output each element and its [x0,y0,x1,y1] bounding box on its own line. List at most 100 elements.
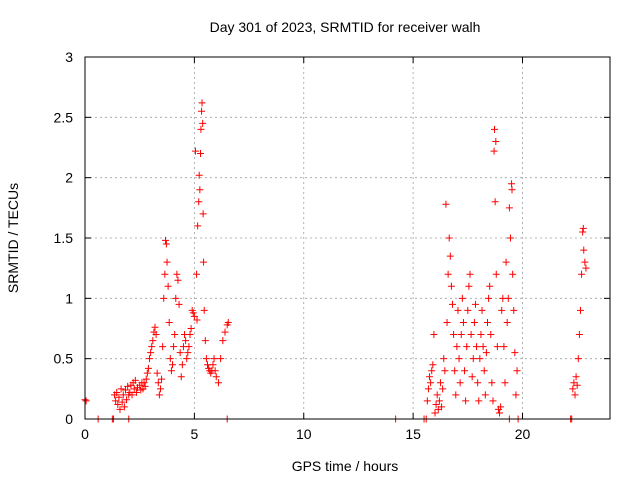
data-point [198,99,206,107]
data-point [428,367,436,375]
data-point [488,379,496,387]
data-point [579,228,587,236]
x-tick-label: 20 [515,426,531,442]
data-point [504,294,512,302]
data-point [130,385,138,393]
data-point [202,355,210,363]
data-point [498,306,506,314]
data-point [117,385,125,393]
data-point [173,270,181,278]
data-point [212,373,220,381]
data-point [470,318,478,326]
data-point [201,337,209,345]
data-point [446,252,454,260]
data-point [152,331,160,339]
data-point [429,361,437,369]
data-point [209,361,217,369]
data-point [503,318,511,326]
data-point [579,224,587,232]
data-point [151,323,159,331]
data-point [177,373,185,381]
data-point [174,276,182,284]
data-point [443,318,451,326]
data-point [161,270,169,278]
data-point [195,171,203,179]
data-point [140,379,148,387]
data-point [435,397,443,405]
data-point [502,258,510,266]
data-point [484,318,491,326]
data-point [454,306,462,314]
y-tick-label: 3 [65,49,73,65]
data-point [450,331,458,339]
data-point [184,349,192,357]
data-point [183,355,191,363]
data-point [440,355,448,363]
data-point [477,331,485,339]
data-point [491,198,499,206]
data-point [219,337,227,345]
data-point [194,222,202,230]
data-point [164,282,172,290]
data-point [458,294,466,302]
data-point [511,349,519,357]
data-point [575,331,583,339]
data-point [224,318,232,326]
data-point [509,270,517,278]
data-point [449,300,456,308]
data-point [155,391,163,399]
x-axis-label: GPS time / hours [292,458,399,474]
tick-labels: 0 5 10 15 20 0 0.5 1 1.5 2 2.5 3 [54,49,531,442]
data-point [582,264,590,272]
data-point [508,186,516,194]
data-point [169,361,176,369]
data-point [512,391,520,399]
data-point [148,343,156,351]
data-point [424,385,432,393]
data-point [128,391,136,399]
data-point [569,385,577,393]
y-tick-label: 0 [65,411,73,427]
data-point [436,379,444,387]
data-point [185,343,193,351]
data-point [112,397,120,405]
x-tick-label: 0 [81,426,89,442]
data-point [153,369,161,377]
data-point [501,379,509,387]
data-point [214,379,222,387]
data-point [432,401,440,409]
data-point [479,343,487,351]
x-tick-label: 10 [296,426,312,442]
data-point [438,403,446,411]
data-point [489,397,497,405]
data-point [456,379,464,387]
data-point [471,300,479,308]
data-point [457,331,465,339]
data-point [451,367,459,375]
data-point [487,331,495,339]
data-point [167,367,175,375]
data-point [441,367,449,375]
data-point [149,337,157,345]
data-point [478,306,486,314]
data-point [430,331,438,339]
data-point [176,349,184,357]
data-point [186,331,194,339]
data-point [455,355,463,363]
data-point [490,147,498,155]
data-point [453,343,461,351]
data-point [473,343,481,351]
data-point [198,107,206,115]
data-point [459,318,467,326]
data-point [141,382,149,390]
data-point [461,367,469,375]
data-point [162,236,169,244]
data-point [496,409,504,417]
data-point [131,376,139,384]
data-point [156,385,164,393]
data-point [476,355,484,363]
data-point [581,258,589,266]
data-point [506,234,514,242]
